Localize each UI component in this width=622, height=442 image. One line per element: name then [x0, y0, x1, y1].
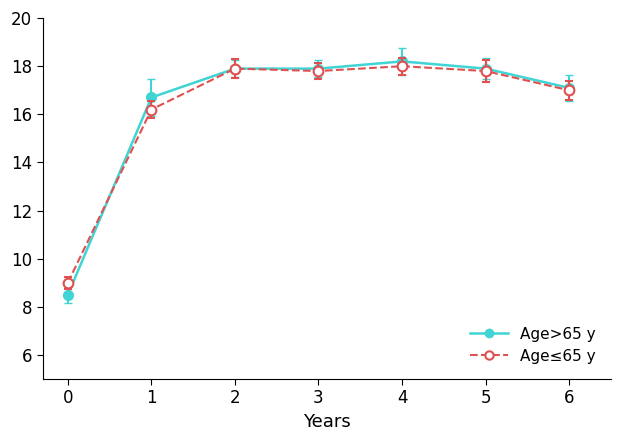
X-axis label: Years: Years — [303, 413, 351, 431]
Legend: Age>65 y, Age≤65 y: Age>65 y, Age≤65 y — [462, 320, 603, 371]
